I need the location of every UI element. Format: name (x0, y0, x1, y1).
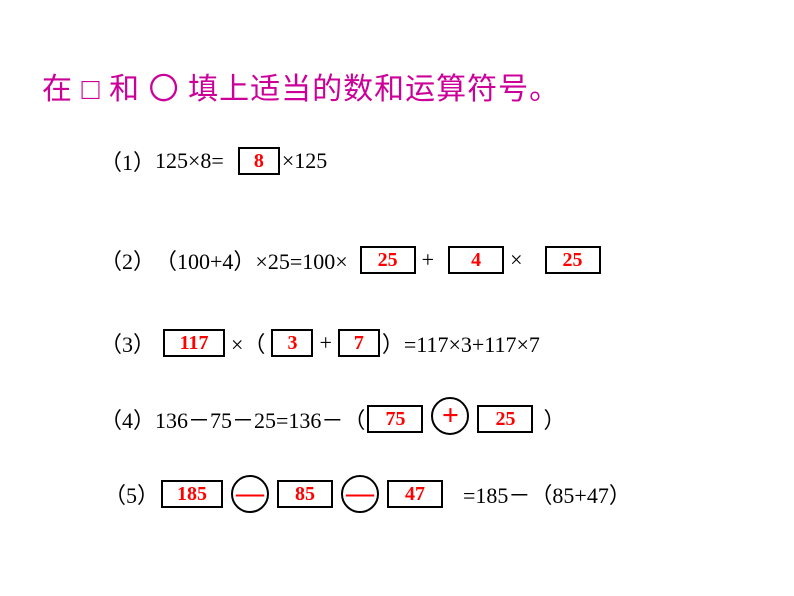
problem-4-post: ） (543, 403, 565, 435)
problem-4-label: （4） (100, 403, 155, 435)
problem-5-circle-2: — (341, 475, 379, 513)
problem-4-box-2: 25 (477, 405, 533, 433)
page-title: 在 □ 和 〇 填上适当的数和运算符号。 (42, 64, 560, 108)
problem-5-circle-1: — (231, 475, 269, 513)
problem-3-plus: + (319, 330, 331, 356)
problem-1-label: （1） (100, 145, 155, 177)
problem-3-box-2: 3 (271, 329, 313, 357)
problem-4: （4） 136－75－25=136－（ 75 + 25 ） (100, 400, 565, 438)
problem-3-box-1: 117 (163, 329, 225, 357)
problem-3-label: （3） (100, 327, 155, 359)
problem-5-box-2: 85 (277, 480, 333, 508)
problem-5-label: （5） (104, 478, 159, 510)
problem-3: （3） 117 ×（ 3 + 7 ）=117×3+117×7 (100, 327, 540, 359)
problem-2-pre: （100+4）×25=100× (155, 244, 348, 276)
problem-4-pre: 136－75－25=136－（ (155, 403, 365, 435)
problem-2-box-1: 25 (360, 246, 416, 274)
problem-5: （5） 185 — 85 — 47 =185－（85+47） (104, 475, 631, 513)
problem-1-box-1: 8 (238, 147, 280, 175)
problem-2-box-3: 25 (545, 246, 601, 274)
problem-4-box-1: 75 (367, 405, 423, 433)
problem-5-post: =185－（85+47） (463, 478, 631, 510)
problem-5-box-1: 185 (161, 480, 223, 508)
problem-5-box-3: 47 (387, 480, 443, 508)
problem-1-pre: 125×8= (155, 148, 224, 174)
problem-1-post: ×125 (282, 148, 327, 174)
problem-4-circle-plus: + (431, 397, 469, 435)
problem-2-label: （2） (100, 244, 155, 276)
problem-2-times: × (510, 247, 522, 273)
problem-3-box-3: 7 (338, 329, 380, 357)
problem-2-plus: + (422, 247, 434, 273)
problem-1: （1） 125×8= 8 ×125 (100, 145, 327, 177)
problem-3-mid1: ×（ (231, 327, 265, 359)
problem-2: （2） （100+4）×25=100× 25 + 4 × 25 (100, 244, 603, 276)
problem-3-post: ）=117×3+117×7 (382, 327, 540, 359)
problem-2-box-2: 4 (448, 246, 504, 274)
